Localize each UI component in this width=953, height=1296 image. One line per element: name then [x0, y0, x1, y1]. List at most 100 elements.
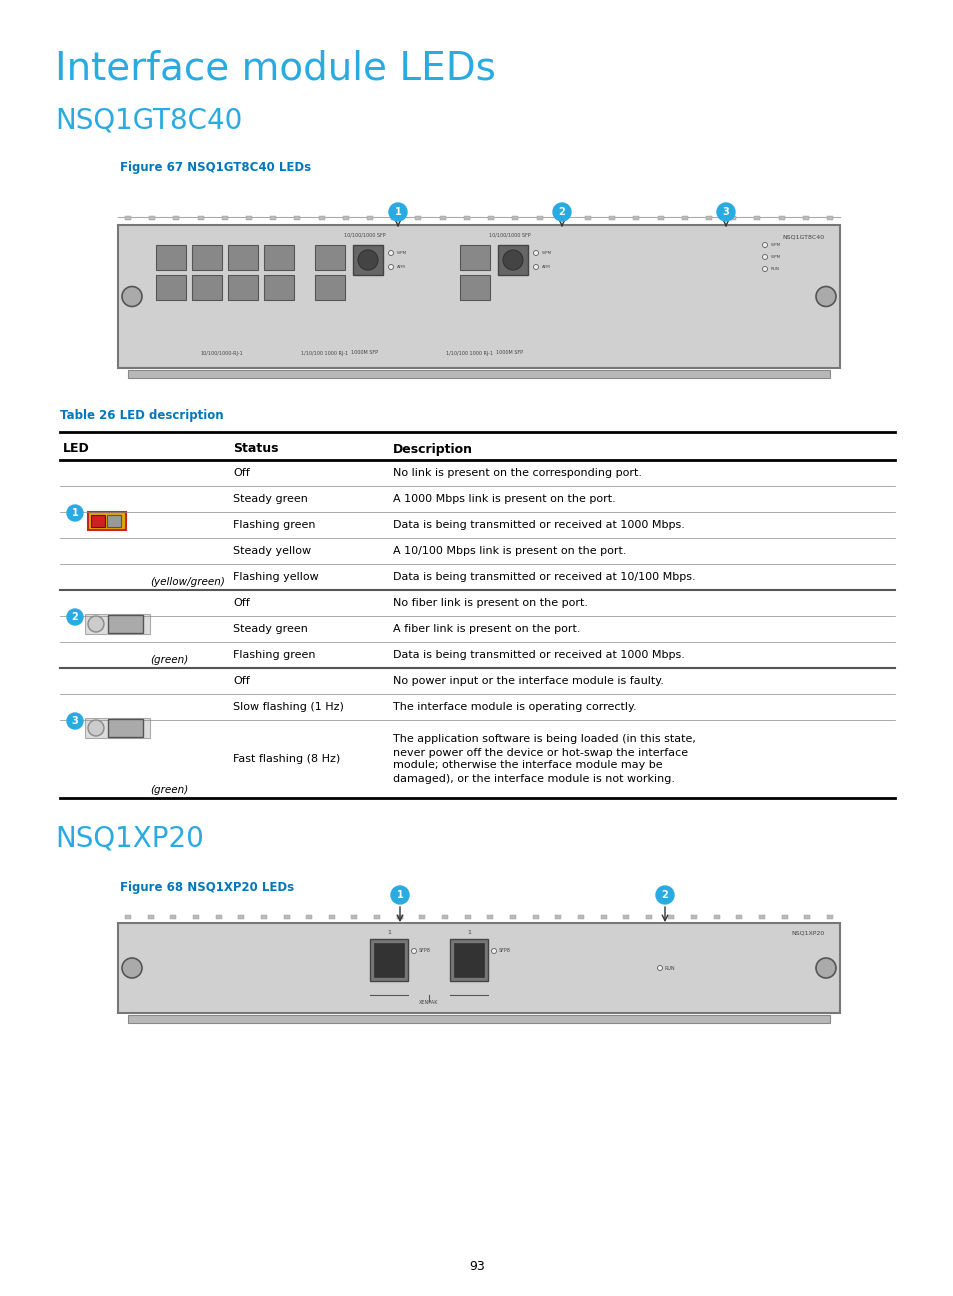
Bar: [633, 216, 639, 220]
Text: AFM: AFM: [541, 264, 550, 270]
Text: 1/10/100 1000 RJ-1: 1/10/100 1000 RJ-1: [301, 350, 348, 355]
Text: never power off the device or hot-swap the interface: never power off the device or hot-swap t…: [393, 748, 687, 757]
Bar: [108, 719, 143, 737]
Text: RUN: RUN: [116, 723, 135, 732]
Circle shape: [656, 886, 673, 905]
Text: A 10/100 Mbps link is present on the port.: A 10/100 Mbps link is present on the por…: [393, 546, 626, 556]
Bar: [657, 216, 663, 220]
Circle shape: [122, 286, 142, 306]
Text: 7: 7: [277, 249, 280, 254]
Text: 8: 8: [277, 279, 280, 284]
Bar: [441, 915, 448, 919]
Bar: [487, 915, 493, 919]
Text: 1000M SFP: 1000M SFP: [351, 350, 378, 355]
Text: 1: 1: [328, 249, 332, 254]
Bar: [91, 515, 105, 527]
Text: Off: Off: [233, 597, 250, 608]
Bar: [419, 915, 425, 919]
Bar: [314, 245, 345, 270]
Text: RUN: RUN: [664, 966, 675, 971]
Text: SFP8: SFP8: [418, 949, 431, 954]
Circle shape: [67, 609, 83, 625]
Text: (green): (green): [150, 785, 188, 794]
Text: 2: 2: [169, 279, 172, 284]
Text: 1: 1: [396, 890, 403, 899]
Text: Fast flashing (8 Hz): Fast flashing (8 Hz): [233, 754, 340, 765]
Circle shape: [67, 713, 83, 728]
Text: 93: 93: [469, 1260, 484, 1273]
Bar: [681, 216, 687, 220]
Bar: [264, 245, 294, 270]
Text: WPM: WPM: [770, 255, 781, 259]
Text: 2: 2: [661, 890, 668, 899]
Bar: [173, 216, 179, 220]
Bar: [536, 216, 542, 220]
Circle shape: [88, 616, 104, 632]
Text: 1: 1: [395, 207, 401, 216]
Text: 1: 1: [169, 249, 172, 254]
Bar: [125, 216, 131, 220]
Bar: [283, 915, 289, 919]
Text: Interface module LEDs: Interface module LEDs: [55, 49, 496, 87]
Text: Description: Description: [393, 442, 473, 455]
Circle shape: [657, 966, 661, 971]
Bar: [264, 275, 294, 299]
Circle shape: [815, 286, 835, 306]
Text: WPM: WPM: [770, 244, 781, 248]
Bar: [600, 915, 606, 919]
Text: 10/100/1000 SFP: 10/100/1000 SFP: [344, 232, 385, 237]
Text: The application software is being loaded (in this state,: The application software is being loaded…: [393, 735, 695, 744]
Bar: [463, 216, 470, 220]
Text: XENPAK: XENPAK: [418, 1001, 438, 1006]
Text: 3: 3: [205, 249, 209, 254]
Bar: [306, 915, 312, 919]
Text: 6: 6: [241, 279, 245, 284]
Text: 3: 3: [721, 207, 729, 216]
Bar: [759, 915, 764, 919]
Text: SFP8: SFP8: [115, 619, 136, 629]
Text: 1: 1: [467, 931, 471, 936]
Circle shape: [502, 250, 522, 270]
Circle shape: [388, 264, 393, 270]
Bar: [329, 915, 335, 919]
Text: 1000M SFP: 1000M SFP: [496, 350, 523, 355]
Bar: [118, 923, 840, 1013]
Bar: [228, 245, 257, 270]
Bar: [370, 940, 408, 981]
Text: Off: Off: [233, 677, 250, 686]
Bar: [118, 226, 840, 368]
Bar: [584, 216, 590, 220]
Text: Steady green: Steady green: [233, 623, 308, 634]
Circle shape: [717, 203, 734, 222]
Text: NSQ1XP20: NSQ1XP20: [55, 824, 204, 851]
Circle shape: [391, 886, 409, 905]
Bar: [416, 216, 421, 220]
Bar: [609, 216, 615, 220]
Text: A fiber link is present on the port.: A fiber link is present on the port.: [393, 623, 579, 634]
Bar: [314, 275, 345, 299]
Bar: [156, 275, 186, 299]
Text: LED: LED: [63, 442, 90, 455]
Bar: [754, 216, 760, 220]
Bar: [464, 915, 470, 919]
Text: Flashing green: Flashing green: [233, 520, 315, 530]
Circle shape: [122, 958, 142, 978]
Bar: [192, 275, 222, 299]
Bar: [128, 1015, 829, 1023]
Bar: [729, 216, 736, 220]
Bar: [645, 915, 651, 919]
Text: Data is being transmitted or received at 1000 Mbps.: Data is being transmitted or received at…: [393, 520, 684, 530]
Bar: [88, 512, 126, 530]
Bar: [149, 216, 155, 220]
Bar: [690, 915, 697, 919]
Text: A 1000 Mbps link is present on the port.: A 1000 Mbps link is present on the port.: [393, 494, 615, 504]
Bar: [622, 915, 629, 919]
Text: Data is being transmitted or received at 1000 Mbps.: Data is being transmitted or received at…: [393, 651, 684, 660]
Text: 1: 1: [387, 931, 391, 936]
Bar: [705, 216, 711, 220]
Circle shape: [533, 264, 537, 270]
Bar: [222, 216, 228, 220]
Bar: [374, 943, 403, 977]
Bar: [148, 915, 153, 919]
Bar: [459, 245, 490, 270]
